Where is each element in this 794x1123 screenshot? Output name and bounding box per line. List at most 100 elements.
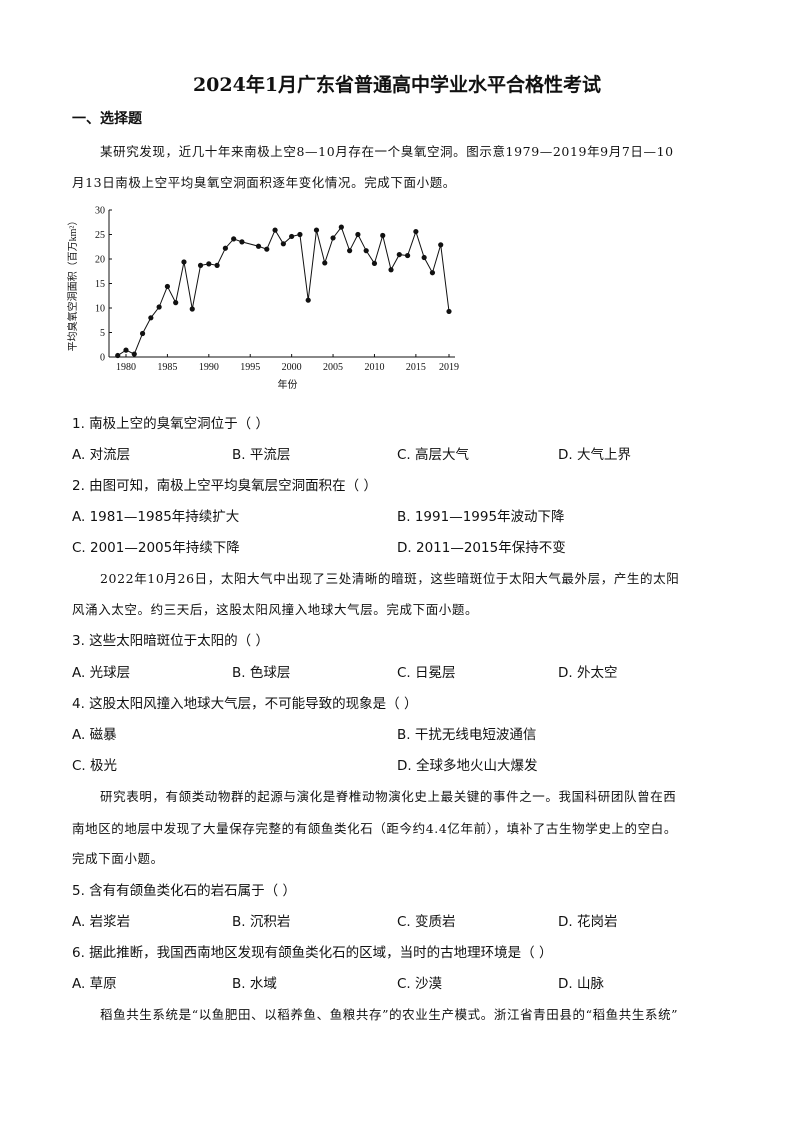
data-point bbox=[355, 231, 361, 238]
option: A. 岩浆岩 bbox=[72, 914, 131, 930]
series-line bbox=[117, 226, 450, 356]
question-stem: 5. 含有有颌鱼类化石的岩石属于（ ） bbox=[72, 883, 296, 899]
passage-line: 某研究发现，近几十年来南极上空8—10月存在一个臭氧空洞。图示意1979—201… bbox=[100, 144, 674, 159]
data-point bbox=[371, 260, 378, 267]
data-point bbox=[139, 330, 146, 337]
data-point bbox=[289, 233, 295, 240]
data-point bbox=[239, 239, 245, 245]
data-point bbox=[413, 228, 419, 235]
data-point bbox=[404, 252, 411, 259]
option: D. 外太空 bbox=[558, 665, 618, 681]
option: B. 平流层 bbox=[232, 447, 291, 463]
y-tick-label: 30 bbox=[95, 206, 105, 217]
data-point bbox=[380, 232, 386, 239]
x-tick-label: 1990 bbox=[199, 362, 219, 373]
passage-line: 2022年10月26日，太阳大气中出现了三处清晰的暗斑，这些暗斑位于太阳大气最外… bbox=[100, 571, 680, 586]
y-tick-label: 15 bbox=[95, 279, 105, 290]
data-point bbox=[280, 241, 286, 247]
option: C. 极光 bbox=[72, 758, 118, 774]
passage-line: 南地区的地层中发现了大量保存完整的有颌鱼类化石（距今约4.4亿年前），填补了古生… bbox=[72, 821, 677, 836]
option: A. 草原 bbox=[72, 976, 117, 992]
data-point bbox=[148, 315, 154, 321]
passage-line: 完成下面小题。 bbox=[72, 851, 164, 866]
data-point bbox=[396, 251, 402, 258]
option: B. 沉积岩 bbox=[232, 914, 291, 930]
data-point bbox=[330, 235, 336, 241]
data-point bbox=[115, 352, 121, 359]
option: D. 花岗岩 bbox=[558, 914, 618, 930]
page-title: 2024年1月广东省普通高中学业水平合格性考试 bbox=[192, 74, 602, 96]
data-point bbox=[214, 262, 220, 268]
passage-line: 风涌入太空。约三天后，这股太阳风撞入地球大气层。完成下面小题。 bbox=[72, 602, 479, 617]
data-point bbox=[388, 267, 394, 273]
y-tick-label: 5 bbox=[100, 328, 105, 339]
data-point bbox=[206, 261, 212, 267]
data-point bbox=[123, 347, 129, 353]
option: D. 山脉 bbox=[558, 976, 604, 992]
question-stem: 3. 这些太阳暗斑位于太阳的（ ） bbox=[72, 633, 269, 649]
x-tick-label: 2019 bbox=[439, 362, 459, 373]
option: B. 水域 bbox=[232, 976, 277, 992]
option: B. 1991—1995年波动下降 bbox=[397, 509, 565, 525]
y-tick-label: 25 bbox=[95, 230, 105, 241]
option: C. 高层大气 bbox=[397, 447, 470, 463]
x-tick-label: 2000 bbox=[282, 362, 302, 373]
data-point bbox=[173, 300, 179, 306]
data-point bbox=[197, 262, 204, 268]
data-point bbox=[164, 283, 171, 290]
data-point bbox=[322, 260, 328, 266]
option: B. 色球层 bbox=[232, 665, 291, 681]
data-point bbox=[264, 246, 270, 252]
option: C. 变质岩 bbox=[397, 914, 456, 930]
data-point bbox=[231, 236, 237, 242]
x-tick-label: 2005 bbox=[323, 362, 343, 373]
option: D. 2011—2015年保持不变 bbox=[397, 540, 566, 556]
data-point bbox=[255, 243, 262, 249]
option: C. 2001—2005年持续下降 bbox=[72, 540, 240, 556]
question-stem: 4. 这股太阳风撞入地球大气层，不可能导致的现象是（ ） bbox=[72, 696, 418, 712]
passage-line: 月13日南极上空平均臭氧空洞面积逐年变化情况。完成下面小题。 bbox=[72, 175, 456, 190]
ozone-chart: 0 5 10 15 20 25 30 1980 1985 1990 1995 2000 2005 2010… bbox=[66, 206, 459, 392]
section-heading: 一、选择题 bbox=[72, 111, 142, 127]
data-point bbox=[181, 259, 187, 265]
data-point bbox=[272, 227, 278, 233]
y-axis-label: 平均臭氧空洞面积（百万km²） bbox=[66, 216, 79, 352]
data-point bbox=[338, 224, 344, 230]
option: B. 干扰无线电短波通信 bbox=[397, 727, 537, 743]
data-point bbox=[421, 254, 427, 261]
option: A. 对流层 bbox=[72, 447, 131, 463]
question-stem: 1. 南极上空的臭氧空洞位于（ ） bbox=[72, 416, 269, 432]
question-stem: 2. 由图可知，南极上空平均臭氧层空洞面积在（ ） bbox=[72, 478, 377, 494]
x-tick-label: 2010 bbox=[364, 362, 384, 373]
x-tick-label: 1995 bbox=[240, 362, 260, 373]
x-tick-label: 1985 bbox=[157, 362, 177, 373]
option: C. 日冕层 bbox=[397, 665, 456, 681]
option: A. 磁暴 bbox=[72, 727, 117, 743]
option: C. 沙漠 bbox=[397, 976, 443, 992]
y-tick-label: 20 bbox=[95, 255, 105, 266]
y-tick-label: 0 bbox=[100, 353, 105, 364]
y-tick-label: 10 bbox=[95, 304, 105, 315]
data-point bbox=[363, 248, 369, 254]
data-point bbox=[446, 308, 452, 315]
data-point bbox=[438, 242, 444, 248]
x-axis-label: 年份 bbox=[278, 378, 298, 391]
option: D. 大气上界 bbox=[558, 447, 631, 463]
x-tick-label: 2015 bbox=[406, 362, 426, 373]
data-point bbox=[189, 306, 195, 312]
passage-line: 研究表明，有颌类动物群的起源与演化是脊椎动物演化史上最关键的事件之一。我国科研团… bbox=[100, 789, 677, 804]
data-point bbox=[222, 245, 228, 251]
option: A. 光球层 bbox=[72, 665, 131, 681]
option: A. 1981—1985年持续扩大 bbox=[72, 509, 240, 525]
data-point bbox=[305, 297, 311, 303]
question-stem: 6. 据此推断，我国西南地区发现有颌鱼类化石的区域，当时的古地理环境是（ ） bbox=[72, 945, 553, 961]
data-point bbox=[313, 227, 320, 233]
data-point bbox=[297, 231, 303, 238]
x-tick-label: 1980 bbox=[116, 362, 136, 373]
data-point bbox=[347, 248, 353, 254]
data-point bbox=[156, 304, 162, 310]
option: D. 全球多地火山大爆发 bbox=[397, 758, 538, 774]
passage-line: 稻鱼共生系统是“以鱼肥田、以稻养鱼、鱼粮共存”的农业生产模式。浙江省青田县的“稻… bbox=[100, 1007, 679, 1022]
data-point bbox=[429, 270, 436, 276]
